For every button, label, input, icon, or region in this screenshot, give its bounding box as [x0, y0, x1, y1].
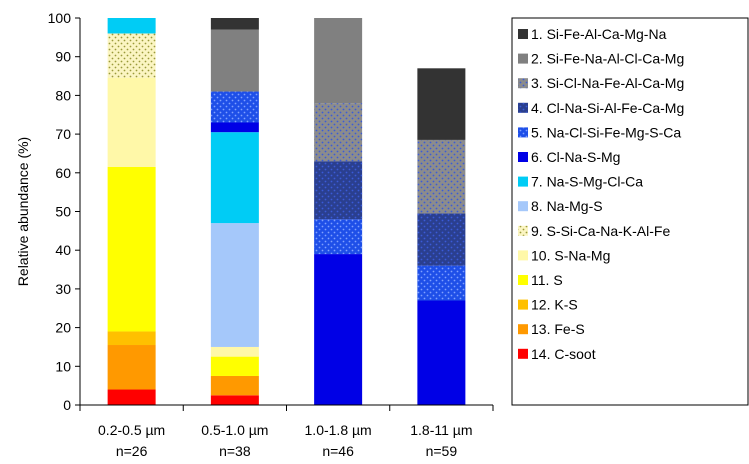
- legend-swatch: [518, 152, 528, 162]
- plot-area: 0 10 20 30 40 50 60 70 80 90 100 0.2-0.5 µm n=26 0.5-…: [15, 10, 494, 459]
- legend-swatch: [518, 201, 528, 212]
- legend-swatch: [518, 78, 528, 89]
- bar-segment: [417, 68, 466, 140]
- bar-segment: [107, 166, 156, 332]
- legend-swatch: [518, 102, 528, 113]
- x-tick-label: 0.2-0.5 µm: [98, 422, 165, 438]
- x-tick-count-label: n=26: [116, 443, 148, 459]
- y-tick-label: 80: [55, 87, 71, 103]
- y-tick-label: 20: [55, 320, 71, 336]
- legend-swatch: [518, 29, 528, 39]
- x-tick-count-label: n=38: [219, 443, 251, 459]
- legend-label: 1. Si-Fe-Al-Ca-Mg-Na: [531, 26, 667, 42]
- legend-swatch: [518, 53, 528, 64]
- bar-segment: [314, 161, 363, 220]
- legend-label: 7. Na-S-Mg-Cl-Ca: [531, 174, 643, 190]
- x-tick-count-label: n=59: [426, 443, 458, 459]
- legend-label: 4. Cl-Na-Si-Al-Fe-Ca-Mg: [531, 100, 684, 116]
- bar-segment: [107, 33, 156, 78]
- x-tick-count-label: n=46: [322, 443, 354, 459]
- legend-swatch: [518, 324, 528, 335]
- x-tick-label: 0.5-1.0 µm: [201, 422, 268, 438]
- bar-segment: [210, 122, 259, 133]
- bar-segment: [210, 375, 259, 396]
- legend-label: 9. S-Si-Ca-Na-K-Al-Fe: [531, 223, 670, 239]
- bar-segment: [314, 103, 363, 162]
- bar-segment: [210, 356, 259, 376]
- legend-swatch: [518, 250, 528, 261]
- legend: 1. Si-Fe-Al-Ca-Mg-Na 2. Si-Fe-Na-Al-Cl-Ca…: [511, 17, 749, 406]
- y-tick-label: 30: [55, 281, 71, 297]
- x-tick-label: 1.0-1.8 µm: [305, 422, 372, 438]
- legend-label: 3. Si-Cl-Na-Fe-Al-Ca-Mg: [531, 75, 684, 91]
- bar-segment: [417, 265, 466, 301]
- bar-segment: [107, 331, 156, 346]
- bar-segment: [417, 300, 466, 405]
- x-tick-label: 1.8-11 µm: [410, 422, 472, 438]
- legend-label: 14. C-soot: [531, 346, 596, 362]
- legend-label: 2. Si-Fe-Na-Al-Cl-Ca-Mg: [531, 51, 684, 67]
- legend-swatch: [518, 299, 528, 310]
- bar-segment: [314, 219, 363, 255]
- bar-segment: [314, 254, 363, 405]
- legend-swatch: [518, 176, 528, 187]
- legend-label: 8. Na-Mg-S: [531, 198, 603, 214]
- bar-segment: [210, 346, 259, 357]
- y-tick-label: 10: [55, 358, 71, 374]
- bar-segment: [210, 132, 259, 224]
- legend-swatch: [518, 275, 528, 285]
- legend-label: 13. Fe-S: [531, 321, 585, 337]
- y-tick-label: 0: [63, 397, 71, 413]
- bar-segment: [210, 91, 259, 123]
- legend-label: 5. Na-Cl-Si-Fe-Mg-S-Ca: [531, 124, 681, 140]
- legend-label: 6. Cl-Na-S-Mg: [531, 149, 620, 165]
- bar-segment: [210, 18, 259, 30]
- bar-segment: [417, 213, 466, 266]
- bar-segment: [107, 77, 156, 167]
- y-tick-label: 70: [55, 126, 71, 142]
- y-tick-label: 100: [48, 10, 72, 26]
- legend-label: 12. K-S: [531, 297, 578, 313]
- bar-segment: [107, 345, 156, 390]
- y-tick-label: 60: [55, 165, 71, 181]
- legend-box: [511, 17, 749, 406]
- bar-segment: [107, 389, 156, 405]
- y-axis-title: Relative abundance (%): [15, 137, 31, 286]
- legend-label: 11. S: [531, 272, 563, 288]
- legend-swatch: [518, 348, 528, 359]
- bar-segment: [107, 18, 156, 34]
- bar-segment: [314, 18, 363, 104]
- legend-swatch: [518, 127, 528, 138]
- legend-swatch: [518, 225, 528, 236]
- y-tick-label: 90: [55, 49, 71, 65]
- y-tick-label: 40: [55, 242, 71, 258]
- bar-segment: [210, 223, 259, 347]
- y-tick-label: 50: [55, 204, 71, 220]
- legend-label: 10. S-Na-Mg: [531, 247, 610, 263]
- bar-segment: [417, 139, 466, 214]
- bar-segment: [210, 29, 259, 92]
- bar-segment: [210, 395, 259, 405]
